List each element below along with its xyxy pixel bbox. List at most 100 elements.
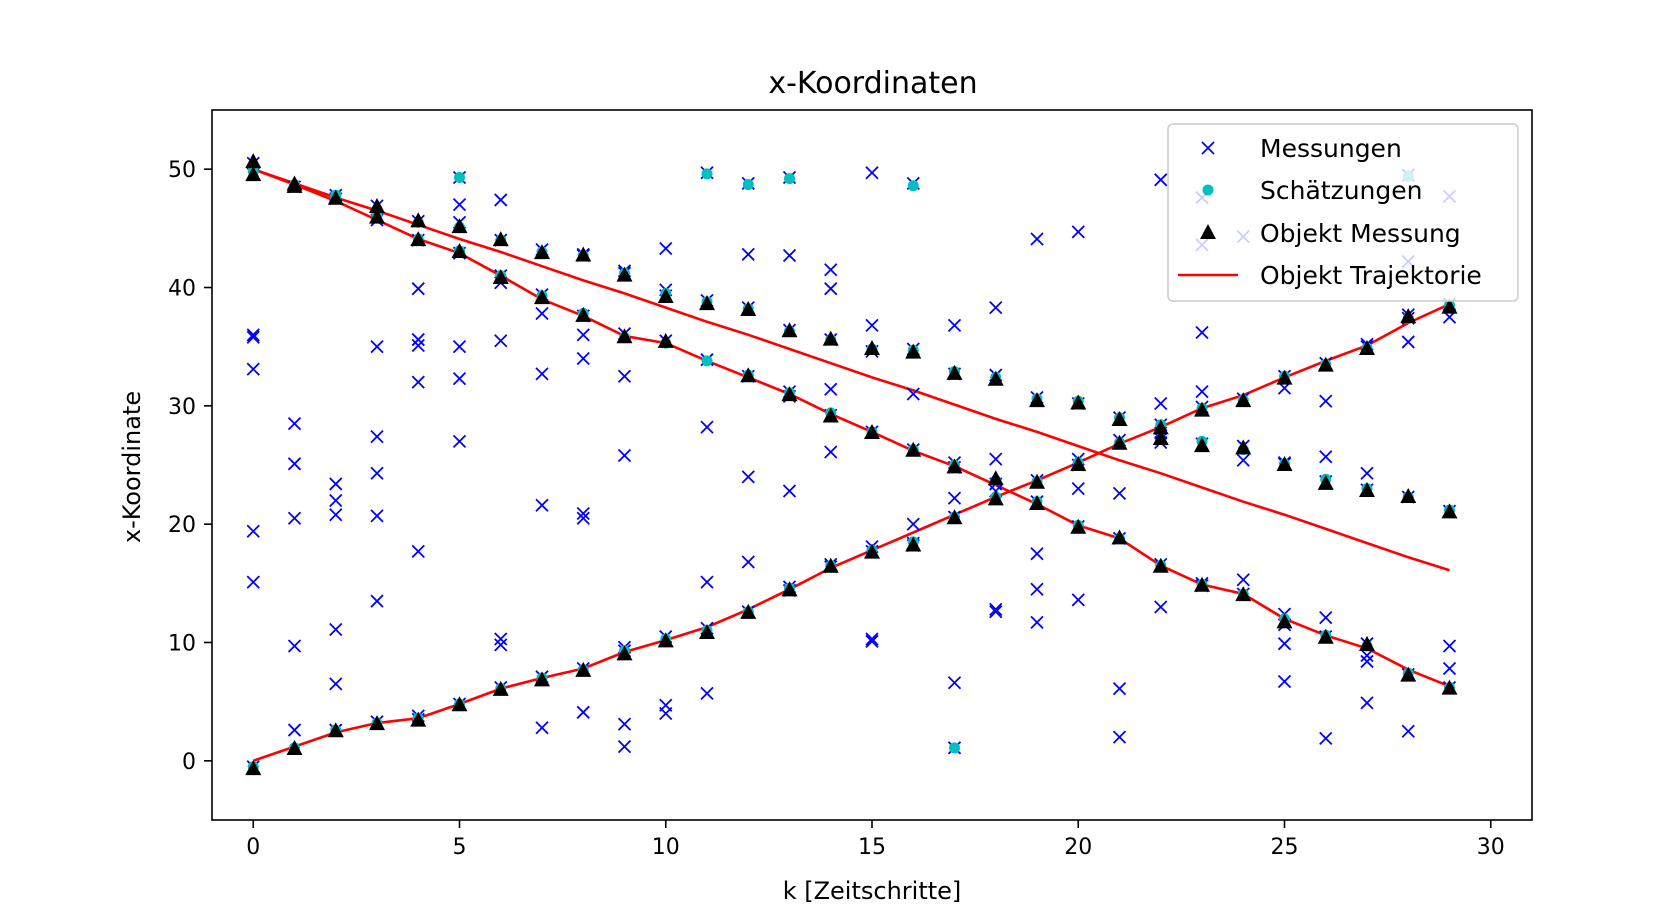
object-measurement-point (369, 198, 385, 214)
measurement-point (535, 498, 549, 512)
measurement-point (741, 555, 755, 569)
measurement-point (329, 508, 343, 522)
object-measurement-point (1111, 529, 1128, 545)
object-measurement-point (822, 407, 839, 423)
measurement-point (865, 634, 879, 648)
measurement-point (370, 509, 384, 523)
measurement-point (576, 351, 590, 366)
object-measurement-point (1235, 392, 1252, 408)
measurement-point (535, 306, 549, 321)
measurement-point (1030, 547, 1044, 561)
measurement-point (1195, 384, 1209, 399)
measurement-point (741, 470, 755, 484)
measurement-point (782, 484, 797, 498)
object-measurement-point (369, 715, 385, 731)
legend-marker-sch-tzungen (1202, 184, 1214, 196)
measurement-point (246, 330, 260, 344)
object-measurement-point (1029, 392, 1045, 408)
object-measurement-point (657, 332, 674, 348)
measurement-point (989, 605, 1003, 619)
object-measurement-point (905, 343, 922, 359)
object-measurement-point (1111, 411, 1128, 427)
measurement-point (1112, 730, 1127, 744)
object-measurement-point (1276, 456, 1293, 471)
measurement-point (411, 332, 425, 347)
measurement-point (617, 448, 632, 463)
measurement-point (370, 594, 384, 608)
object-measurement-point (657, 632, 674, 648)
measurement-point (1195, 325, 1209, 340)
measurement-point (824, 445, 838, 459)
measurement-point (576, 511, 590, 525)
y-tick-label: 40 (168, 277, 196, 302)
object-measurement-point (286, 177, 303, 193)
trajectory-line-1 (252, 167, 1450, 572)
object-measurement-point (781, 581, 798, 597)
measurement-point (865, 318, 879, 333)
measurement-point (246, 524, 260, 538)
object-measurement-point (245, 760, 262, 776)
measurement-point (989, 300, 1003, 315)
y-axis-label: x-Koordinate (118, 391, 146, 543)
measurement-point (1154, 173, 1168, 187)
measurement-point (1030, 582, 1044, 596)
x-tick-label: 5 (453, 835, 467, 860)
measurement-point (329, 477, 343, 491)
legend-box (1167, 123, 1519, 302)
object-measurement-point (1317, 628, 1334, 644)
object-measurement-point (286, 740, 303, 755)
measurement-point (576, 328, 590, 342)
measurement-point (1154, 600, 1168, 614)
measurement-point (1442, 661, 1457, 676)
estimate-point (701, 355, 713, 367)
legend-label: Objekt Messung (1260, 219, 1461, 248)
measurement-point (1360, 654, 1374, 669)
object-measurement-point (410, 711, 427, 727)
y-tick-label: 30 (168, 395, 196, 420)
measurement-point (535, 721, 549, 735)
object-measurement-point (410, 212, 427, 228)
object-measurement-point (1152, 419, 1169, 435)
object-measurement-point (781, 386, 798, 402)
measurement-point (659, 706, 673, 721)
measurement-point (700, 575, 714, 589)
object-measurement-point (822, 330, 839, 346)
object-measurement-point (327, 722, 344, 738)
object-measurement-point (1070, 394, 1087, 410)
measurement-point (246, 575, 260, 589)
object-measurement-point (987, 470, 1004, 486)
measurement-point (865, 632, 879, 646)
measurement-point (1277, 674, 1292, 689)
measurement-point (411, 338, 425, 353)
object-measurement-point (1317, 356, 1334, 372)
measurement-point (287, 723, 302, 737)
object-measurement-point (369, 208, 385, 224)
measurement-point (617, 739, 632, 754)
estimate-point (454, 171, 465, 183)
object-measurement-point (781, 322, 798, 338)
object-measurement-point (822, 557, 839, 573)
measurement-point (287, 639, 302, 653)
y-tick-label: 50 (168, 158, 196, 183)
measurement-point (494, 193, 508, 207)
object-measurement-point (575, 246, 592, 262)
measurement-point (1112, 486, 1127, 501)
object-measurement-point (740, 603, 757, 619)
object-measurement-point (987, 490, 1004, 506)
y-tick-label: 0 (182, 750, 196, 775)
object-measurement-point (1276, 369, 1293, 385)
measurement-point (452, 434, 467, 448)
object-measurement-point (1276, 613, 1293, 629)
object-measurement-point (1400, 666, 1417, 682)
object-measurement-point (534, 244, 550, 260)
measurement-point (1360, 648, 1374, 663)
object-measurement-point (1359, 482, 1375, 498)
object-measurement-point (905, 536, 922, 552)
measurement-point (287, 457, 302, 471)
legend-label: Messungen (1260, 134, 1402, 163)
legend-marker-messungen (1201, 141, 1215, 155)
object-measurement-point (1152, 557, 1169, 573)
measurement-point (370, 340, 384, 354)
measurement-point (741, 247, 755, 262)
object-measurement-point (1070, 456, 1087, 471)
